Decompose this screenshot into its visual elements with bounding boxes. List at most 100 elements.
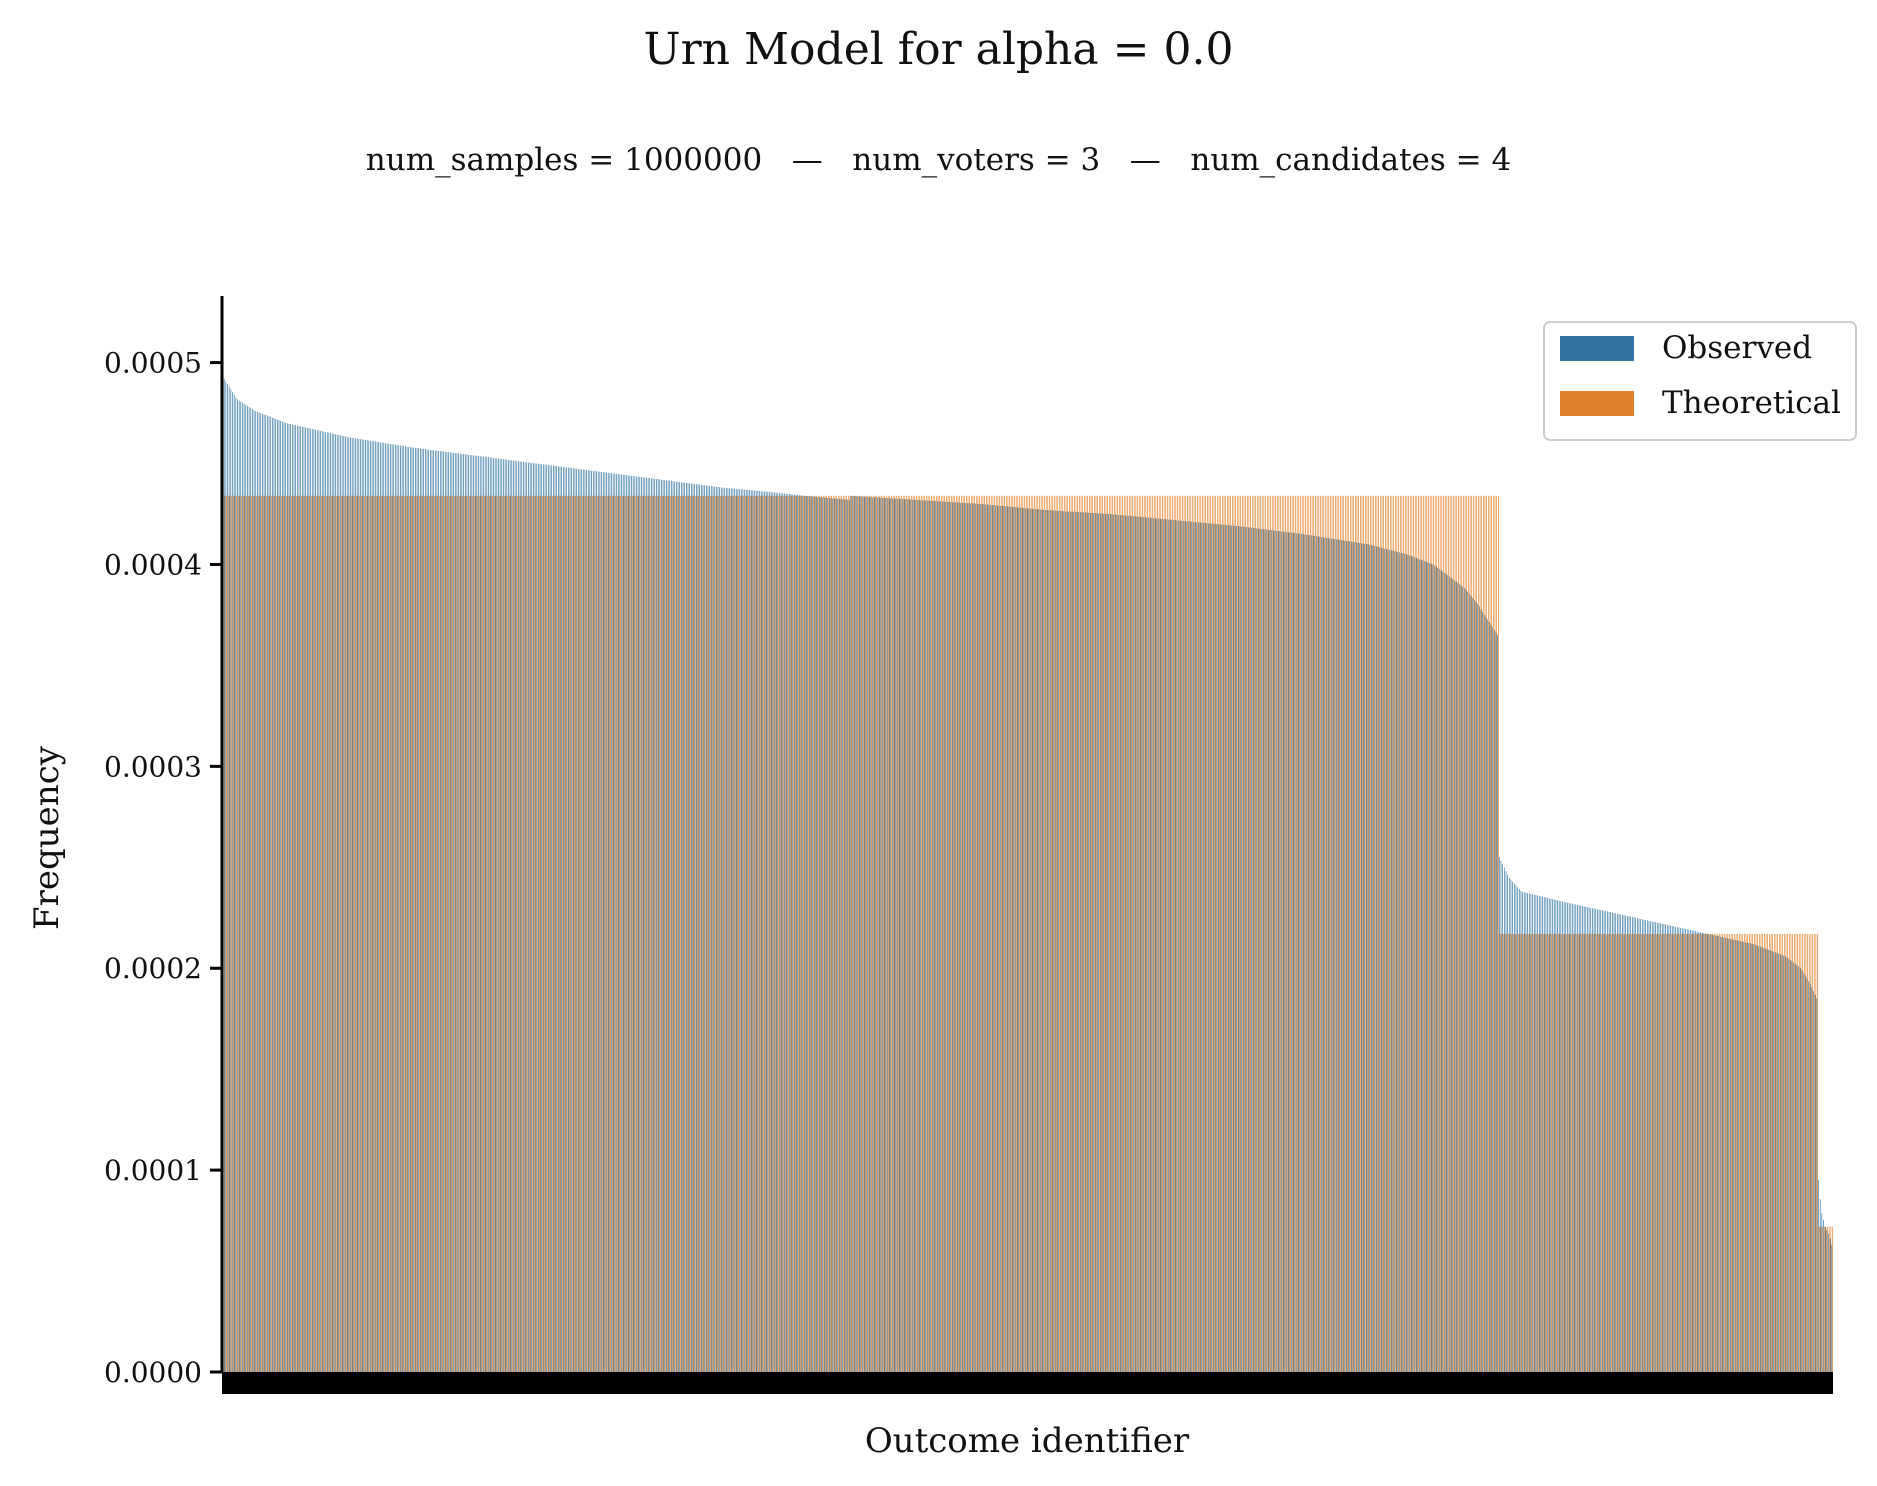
bar-theoretical <box>1381 495 1383 1373</box>
bar-observed <box>376 441 378 1372</box>
bar-observed <box>1337 539 1339 1372</box>
bar-theoretical <box>606 495 608 1373</box>
bar-theoretical <box>1687 933 1689 1372</box>
bar-observed <box>852 495 853 1372</box>
bar-observed <box>631 475 632 1372</box>
bar-observed <box>1723 937 1725 1372</box>
bar-theoretical <box>1458 495 1459 1373</box>
bar-theoretical <box>417 495 419 1373</box>
bar-observed <box>519 461 521 1372</box>
bar-theoretical <box>1057 495 1059 1373</box>
bar-theoretical <box>503 495 505 1373</box>
bar-theoretical <box>1049 495 1050 1373</box>
bar-observed <box>1558 900 1560 1372</box>
bar-theoretical <box>1459 495 1461 1373</box>
bar-observed <box>335 434 336 1373</box>
bar-observed <box>1419 559 1420 1372</box>
bar-observed <box>1173 519 1174 1372</box>
bar-observed <box>933 501 935 1372</box>
bar-theoretical <box>397 495 399 1373</box>
bar-observed <box>293 424 295 1372</box>
bar-theoretical <box>1664 933 1665 1372</box>
bar-theoretical <box>362 495 364 1373</box>
bar-theoretical <box>628 495 630 1373</box>
bar-theoretical <box>1421 495 1423 1373</box>
bar-theoretical <box>1539 933 1541 1372</box>
bar-theoretical <box>256 495 257 1373</box>
bar-observed <box>1470 595 1472 1372</box>
bar-observed <box>898 498 900 1373</box>
bar-observed <box>1740 941 1741 1372</box>
bar-theoretical <box>1261 495 1263 1373</box>
bar-observed <box>275 418 277 1372</box>
bar-observed <box>682 482 684 1372</box>
bar-theoretical <box>453 495 455 1373</box>
bar-theoretical <box>670 495 671 1373</box>
bar-observed <box>554 465 556 1372</box>
bar-observed <box>814 496 815 1372</box>
bar-observed <box>735 488 737 1372</box>
bar-observed <box>1352 541 1354 1372</box>
bar-observed <box>860 496 862 1373</box>
bar-theoretical <box>462 495 463 1373</box>
bar-theoretical <box>615 495 616 1373</box>
bar-theoretical <box>1526 933 1527 1372</box>
bar-observed <box>1508 877 1510 1372</box>
bar-observed <box>715 486 717 1372</box>
bar-observed <box>592 470 594 1373</box>
bar-observed <box>681 482 682 1373</box>
bar-observed <box>664 480 666 1373</box>
y-tick-label: 0.0005 <box>104 347 202 380</box>
bar-observed <box>1477 604 1479 1372</box>
bar-observed <box>807 496 809 1372</box>
bar-observed <box>1228 525 1229 1372</box>
bar-theoretical <box>851 495 852 1373</box>
bar-theoretical <box>304 495 305 1373</box>
bar-theoretical <box>1019 495 1020 1373</box>
bar-observed <box>1199 522 1201 1372</box>
bar-theoretical <box>297 495 299 1373</box>
bar-theoretical <box>1727 933 1729 1372</box>
bar-theoretical <box>1276 495 1278 1373</box>
bar-theoretical <box>979 495 980 1373</box>
bar-theoretical <box>826 495 827 1373</box>
bar-observed <box>413 447 415 1372</box>
bar-theoretical <box>869 495 871 1373</box>
bar-observed <box>1683 928 1685 1372</box>
bar-observed <box>1189 521 1191 1372</box>
bar-observed <box>1427 562 1429 1372</box>
bar-theoretical <box>941 495 942 1373</box>
bar-theoretical <box>583 495 585 1373</box>
bar-theoretical <box>1504 933 1506 1372</box>
bar-theoretical <box>495 495 497 1373</box>
bar-observed <box>385 443 386 1372</box>
bar-observed <box>1336 539 1337 1372</box>
bar-observed <box>1390 550 1392 1372</box>
bar-observed <box>913 499 915 1372</box>
bar-observed <box>1730 938 1731 1372</box>
bar-theoretical <box>1587 933 1589 1372</box>
bar-theoretical <box>557 495 558 1373</box>
bar-theoretical <box>282 495 284 1373</box>
bar-observed <box>498 458 499 1373</box>
y-tick-label: 0.0000 <box>104 1356 202 1389</box>
bar-theoretical <box>1301 495 1303 1373</box>
bar-observed <box>659 479 661 1372</box>
bar-theoretical <box>813 495 814 1373</box>
bar-observed <box>1547 897 1548 1372</box>
bar-observed <box>1638 918 1640 1372</box>
bar-observed <box>833 498 835 1372</box>
bar-observed <box>1774 952 1776 1372</box>
bar-observed <box>1061 511 1063 1372</box>
bar-theoretical <box>774 495 776 1373</box>
bar-observed <box>1119 515 1121 1372</box>
bar-theoretical <box>1290 495 1291 1373</box>
bar-theoretical <box>422 495 424 1373</box>
bar-observed <box>1015 507 1016 1373</box>
bar-observed <box>1259 528 1261 1372</box>
bar-observed <box>1055 510 1056 1372</box>
bar-observed <box>283 422 285 1372</box>
bar-theoretical <box>1745 933 1747 1372</box>
bar-theoretical <box>681 495 683 1373</box>
